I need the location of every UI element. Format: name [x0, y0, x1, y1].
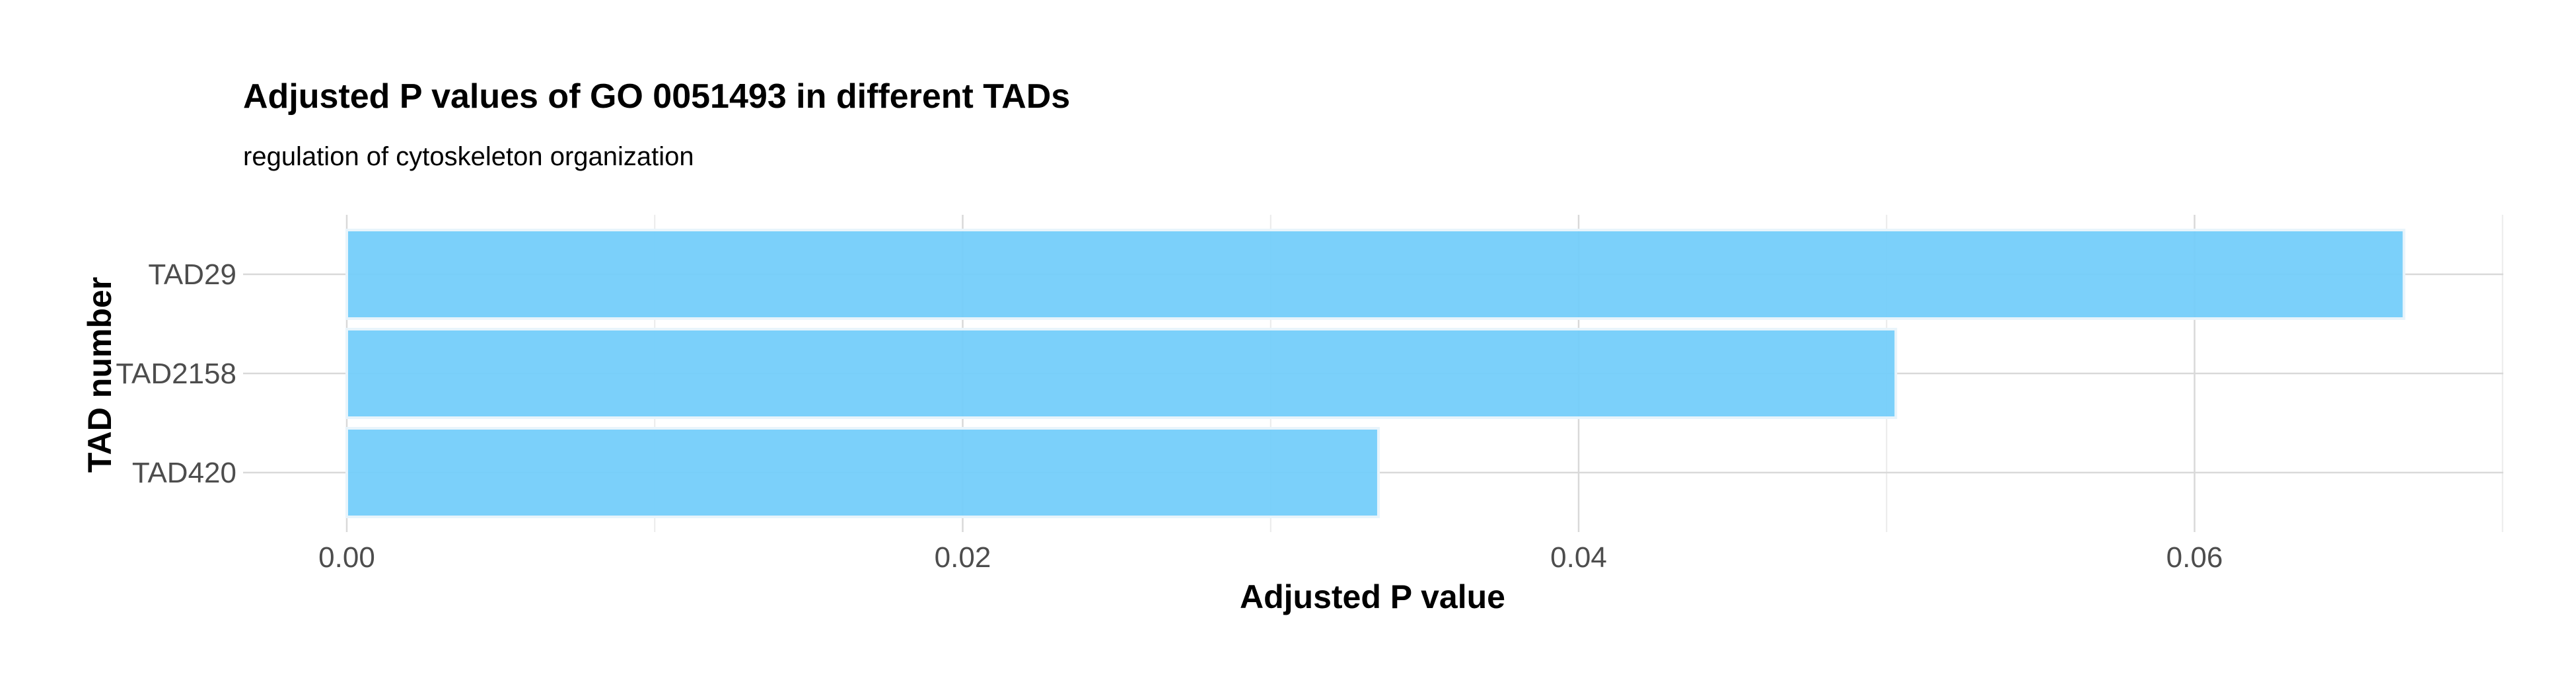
y-tick-label: TAD420	[132, 457, 236, 489]
bar-tad29	[347, 230, 2404, 319]
y-axis-title: TAD number	[81, 277, 118, 473]
x-tick-label: 0.06	[2166, 541, 2223, 574]
chart-title: Adjusted P values of GO 0051493 in diffe…	[243, 77, 1070, 116]
x-tick-labels: 0.00 0.02 0.04 0.06	[318, 541, 2223, 574]
bar-tad2158	[347, 329, 1896, 418]
x-tick-label: 0.04	[1550, 541, 1607, 574]
y-tick-label: TAD29	[148, 258, 236, 291]
x-axis-title: Adjusted P value	[1240, 578, 1505, 615]
x-tick-label: 0.02	[935, 541, 991, 574]
y-tick-label: TAD2158	[116, 358, 236, 390]
bar-tad420	[347, 428, 1378, 517]
chart-subtitle: regulation of cytoskeleton organization	[243, 142, 694, 171]
x-tick-label: 0.00	[318, 541, 375, 574]
y-tick-labels: TAD29 TAD2158 TAD420	[116, 258, 236, 489]
